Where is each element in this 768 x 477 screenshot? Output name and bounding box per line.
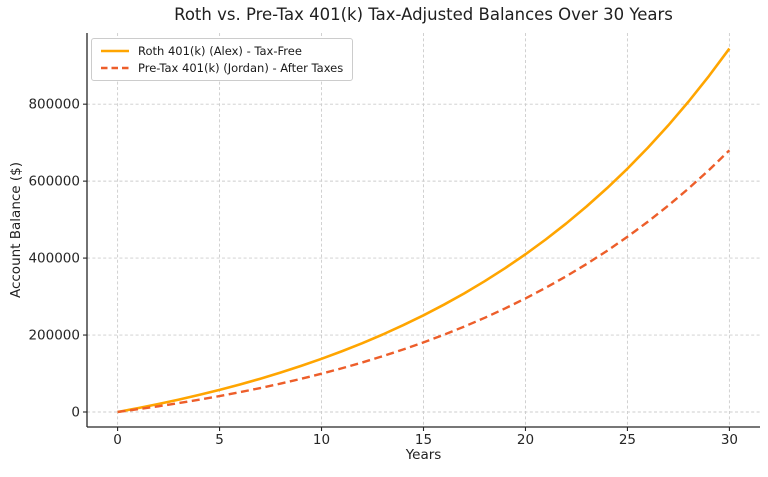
y-tick-label: 0 — [71, 404, 80, 420]
x-tick-label: 15 — [415, 432, 432, 448]
series-line-1 — [117, 149, 731, 414]
x-tick-label: 10 — [313, 432, 330, 448]
x-tick-label: 5 — [215, 432, 224, 448]
x-tick-label: 0 — [113, 432, 122, 448]
x-tick-label: 25 — [619, 432, 636, 448]
y-tick-label: 600000 — [28, 174, 80, 190]
series-line-0 — [117, 47, 731, 414]
legend-label-roth: Roth 401(k) (Alex) - Tax-Free — [138, 44, 302, 58]
legend: Roth 401(k) (Alex) - Tax-Free Pre-Tax 40… — [91, 38, 354, 81]
chart-title: Roth vs. Pre-Tax 401(k) Tax-Adjusted Bal… — [174, 5, 673, 24]
legend-item-roth: Roth 401(k) (Alex) - Tax-Free — [100, 44, 343, 58]
x-tick-label: 20 — [517, 432, 534, 448]
y-tick-label: 200000 — [28, 328, 80, 344]
x-tick-label: 30 — [721, 432, 738, 448]
y-tick-label: 800000 — [28, 97, 80, 113]
legend-item-pretax: Pre-Tax 401(k) (Jordan) - After Taxes — [100, 61, 343, 75]
roth-line-swatch — [101, 49, 129, 53]
x-axis-label: Years — [405, 447, 442, 463]
y-tick-label: 400000 — [28, 251, 80, 267]
legend-label-pretax: Pre-Tax 401(k) (Jordan) - After Taxes — [138, 61, 344, 75]
pretax-line-swatch — [101, 66, 129, 70]
